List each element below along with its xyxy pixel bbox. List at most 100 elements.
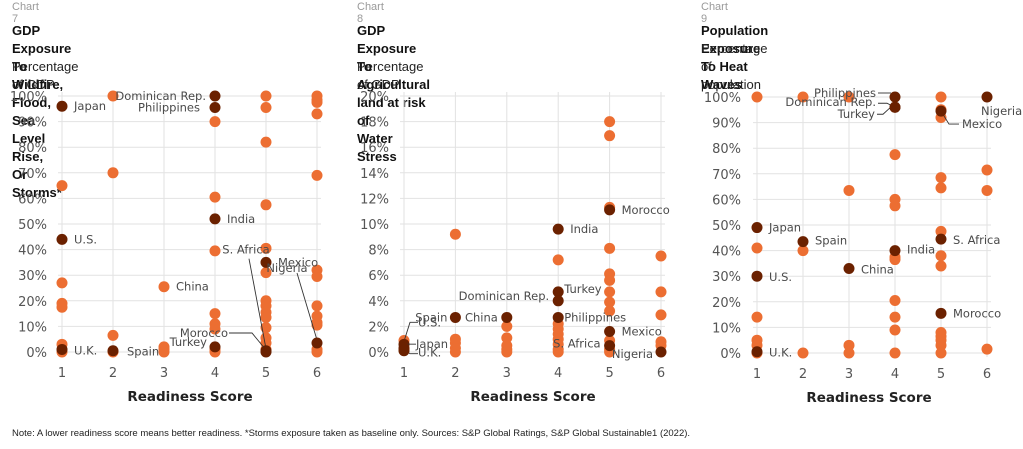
point-label: Philippines [564, 310, 626, 324]
highlighted-point [107, 345, 119, 357]
x-tick-label: 3 [160, 366, 168, 381]
y-tick-label: 40% [712, 245, 741, 260]
y-tick-label: 60% [18, 192, 47, 207]
point-label: Nigeria [612, 347, 653, 361]
data-point [56, 180, 68, 192]
highlighted-point [604, 340, 616, 352]
data-point [449, 346, 461, 358]
point-label: Turkey [837, 107, 876, 121]
point-label: Spain [415, 310, 447, 324]
data-point [311, 108, 323, 120]
data-point [604, 286, 616, 298]
data-point [552, 254, 564, 266]
x-tick-label: 5 [262, 366, 270, 381]
callout-line [403, 321, 418, 342]
x-tick-label: 5 [937, 367, 945, 382]
y-tick-label: 40% [18, 244, 47, 259]
data-point [889, 347, 901, 359]
data-point [449, 228, 461, 240]
x-tick-label: 2 [799, 367, 807, 382]
highlighted-point [552, 286, 564, 298]
y-tick-label: 10% [360, 218, 389, 233]
data-point [209, 323, 221, 335]
highlighted-point [209, 90, 221, 102]
data-point [311, 346, 323, 358]
data-point [797, 91, 809, 103]
x-tick-label: 6 [657, 366, 665, 381]
point-label: Morocco [622, 203, 670, 217]
data-point [843, 347, 855, 359]
highlighted-point [935, 105, 947, 117]
point-label: India [227, 212, 255, 226]
data-point [260, 322, 272, 334]
highlighted-point [56, 343, 68, 355]
data-point [655, 309, 667, 321]
data-point [655, 286, 667, 298]
chart-subtitle: Percentage of GDP [357, 59, 424, 92]
y-tick-label: 70% [18, 167, 47, 182]
highlighted-point [889, 91, 901, 103]
data-point [935, 339, 947, 351]
y-tick-label: 0% [720, 347, 741, 362]
highlighted-point [935, 233, 947, 245]
x-tick-label: 6 [313, 366, 321, 381]
callout-line [229, 332, 267, 351]
point-label: S. Africa [553, 337, 600, 351]
x-tick-label: 1 [58, 366, 66, 381]
data-point [311, 169, 323, 181]
data-point [797, 347, 809, 359]
y-tick-label: 90% [18, 116, 47, 131]
highlighted-point [552, 295, 564, 307]
point-label: Mexico [962, 117, 1002, 131]
point-label: Philippines [138, 101, 200, 115]
data-point [107, 90, 119, 102]
highlighted-point [604, 326, 616, 338]
y-tick-label: 80% [18, 141, 47, 156]
data-point [935, 91, 947, 103]
x-axis-label: Readiness Score [806, 390, 931, 406]
point-label: Turkey [169, 335, 208, 349]
data-point [552, 346, 564, 358]
data-point [604, 296, 616, 308]
y-tick-label: 100% [10, 90, 47, 105]
point-label: India [570, 222, 598, 236]
highlighted-point [843, 263, 855, 275]
y-tick-label: 0% [368, 346, 389, 361]
highlighted-point [56, 233, 68, 245]
data-point [935, 260, 947, 272]
callout-line [248, 258, 267, 349]
data-point [981, 343, 993, 355]
x-tick-label: 2 [451, 366, 459, 381]
point-label: Japan [768, 221, 801, 235]
point-label: Morocco [953, 306, 1001, 320]
point-label: Mexico [622, 325, 662, 339]
x-tick-label: 1 [753, 367, 761, 382]
x-tick-label: 1 [400, 366, 408, 381]
point-label: Turkey [563, 282, 602, 296]
highlighted-point [311, 337, 323, 349]
point-label: Nigeria [266, 261, 307, 275]
highlighted-point [209, 341, 221, 353]
highlighted-point [158, 281, 170, 293]
point-label: Philippines [814, 86, 876, 100]
chart-title-line: Water Stress [357, 131, 397, 164]
point-label: China [861, 263, 894, 277]
y-tick-label: 8% [368, 244, 389, 259]
y-tick-label: 12% [360, 192, 389, 207]
point-label: U.S. [418, 315, 441, 329]
y-tick-label: 30% [18, 269, 47, 284]
data-point [107, 167, 119, 179]
chart-title-line: Population Exposure To Heat Waves [701, 23, 769, 92]
highlighted-point [889, 245, 901, 257]
x-tick-label: 4 [211, 366, 219, 381]
y-tick-label: 70% [712, 168, 741, 183]
highlighted-point [604, 204, 616, 216]
data-point [889, 200, 901, 212]
point-label: U.K. [769, 346, 792, 360]
y-tick-label: 20% [360, 90, 389, 105]
point-label: S. Africa [222, 243, 269, 257]
chart-title-line: Or Storms* [12, 167, 62, 200]
data-point [843, 339, 855, 351]
data-point [158, 346, 170, 358]
